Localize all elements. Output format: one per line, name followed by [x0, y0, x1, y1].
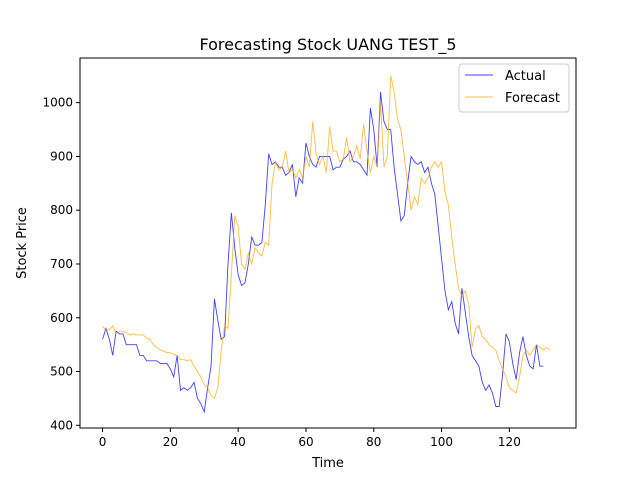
- y-tick-label: 800: [50, 203, 73, 217]
- legend-label-actual: Actual: [505, 69, 546, 84]
- y-tick-label: 600: [50, 311, 73, 325]
- x-tick-label: 20: [163, 435, 178, 449]
- legend-box: [458, 63, 570, 113]
- y-axis-label: Stock Price: [15, 207, 30, 279]
- x-tick-label: 80: [366, 435, 381, 449]
- legend-label-forecast: Forecast: [505, 91, 560, 106]
- y-tick-label: 500: [50, 365, 73, 379]
- x-tick-label: 40: [231, 435, 246, 449]
- x-axis-ticks: 0 20 40 60 80 100 120: [99, 428, 521, 449]
- series-layer: [102, 75, 551, 414]
- chart-title: Forecasting Stock UANG TEST_5: [200, 35, 457, 55]
- y-tick-label: 900: [50, 149, 73, 163]
- x-tick-label: 0: [99, 435, 107, 449]
- y-tick-label: 700: [50, 257, 73, 271]
- legend: Actual Forecast: [458, 63, 570, 113]
- x-tick-label: 100: [430, 435, 453, 449]
- plot-frame: [79, 57, 577, 429]
- y-axis-ticks: 400 500 600 700 800 900 1000: [42, 96, 80, 432]
- x-tick-label: 60: [298, 435, 313, 449]
- y-tick-label: 1000: [42, 96, 73, 110]
- x-tick-label: 120: [498, 435, 521, 449]
- x-axis-label: Time: [311, 456, 344, 471]
- y-tick-label: 400: [50, 418, 73, 432]
- series-line-forecast: [102, 75, 551, 400]
